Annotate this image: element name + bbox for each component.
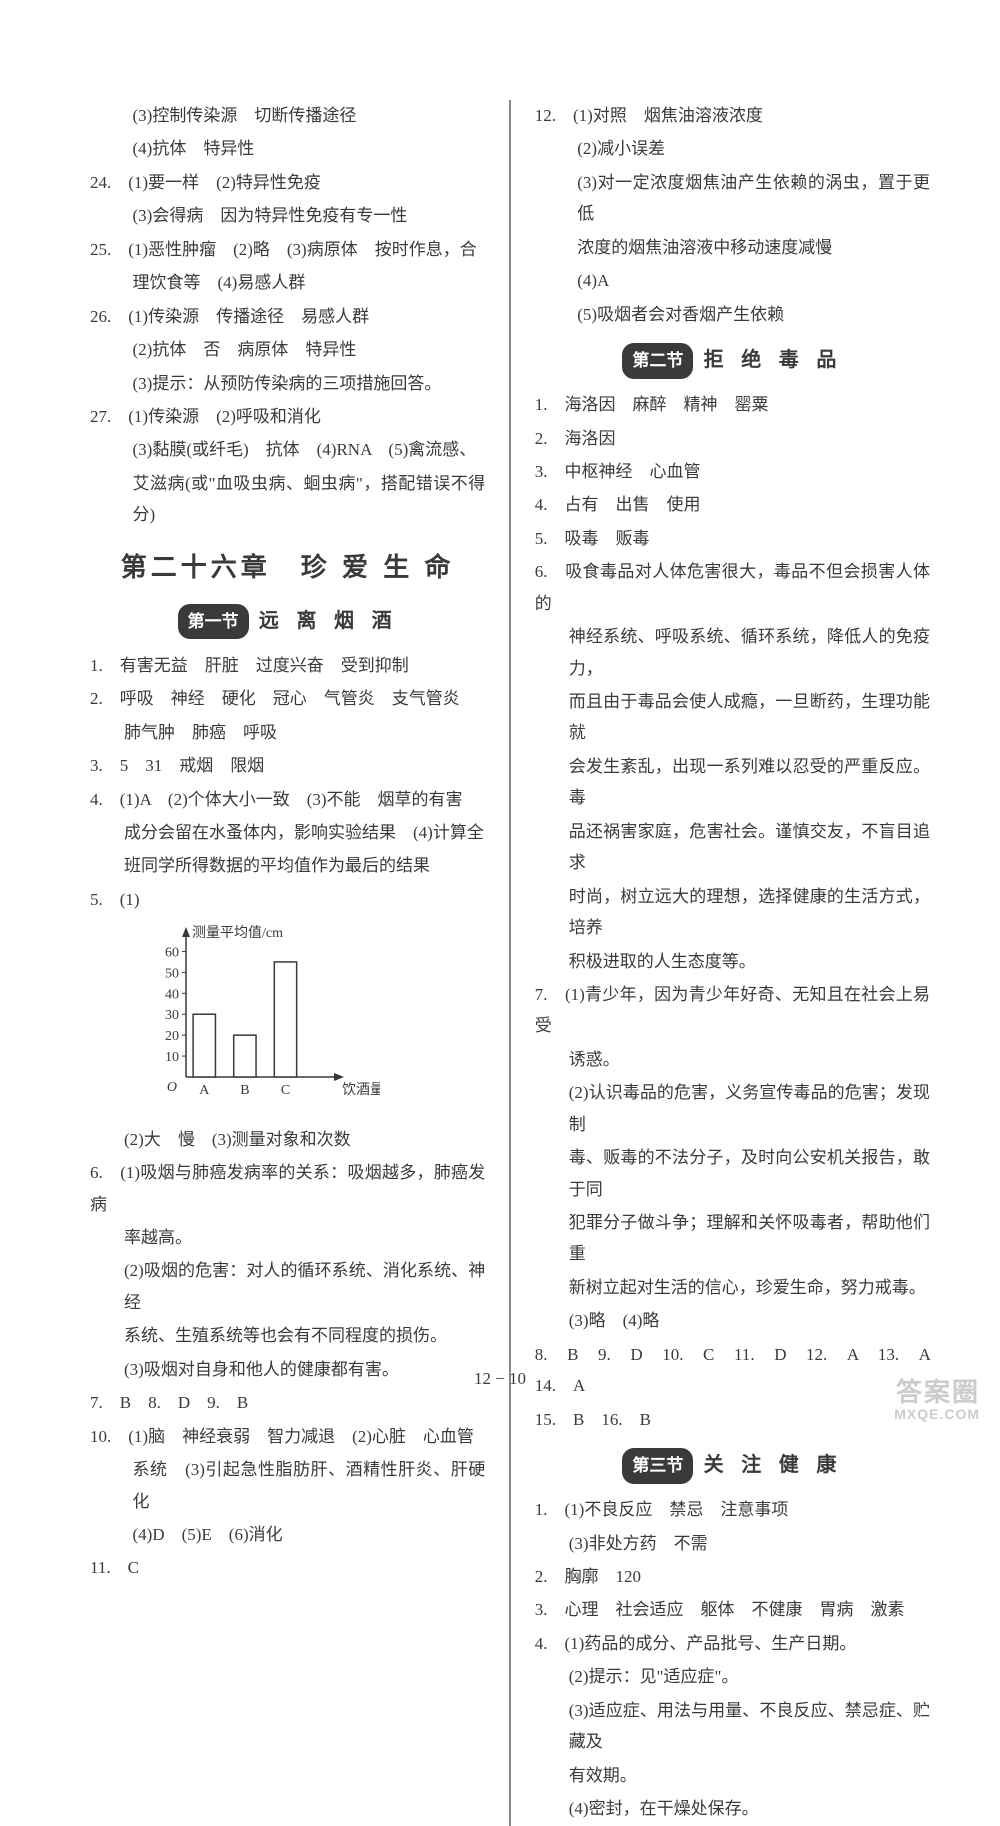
right-column: 12. (1)对照 烟焦油溶液浓度(2)减小误差(3)对一定浓度烟焦油产生依赖的… [535, 100, 930, 1826]
text-line: 6. (1)吸烟与肺癌发病率的关系：吸烟越多，肺癌发病 [90, 1157, 485, 1220]
svg-text:测量平均值/cm: 测量平均值/cm [192, 925, 283, 941]
text-line: (3)会得病 因为特异性免疫有专一性 [90, 200, 485, 231]
text-line: 系统、生殖系统等也会有不同程度的损伤。 [90, 1320, 485, 1351]
text-line: 12. (1)对照 烟焦油溶液浓度 [535, 100, 930, 131]
watermark-sub: MXQE.COM [894, 1407, 980, 1422]
text-line: 4. (1)药品的成分、产品批号、生产日期。 [535, 1628, 930, 1659]
text-line: (3)适应症、用法与用量、不良反应、禁忌症、贮藏及 [535, 1695, 930, 1758]
text-line: 犯罪分子做斗争；理解和关怀吸毒者，帮助他们重 [535, 1207, 930, 1270]
text-line: 成分会留在水蚤体内，影响实验结果 (4)计算全 [90, 817, 485, 848]
chapter-title: 第二十六章 珍 爱 生 命 [90, 543, 485, 591]
section-label: 拒 绝 毒 品 [704, 349, 843, 371]
text-line: (4)抗体 特异性 [90, 133, 485, 164]
text-line: 班同学所得数据的平均值作为最后的结果 [90, 850, 485, 881]
text-line: 积极进取的人生态度等。 [535, 946, 930, 977]
text-line: (4)A [535, 265, 930, 296]
text-line: 4. 占有 出售 使用 [535, 489, 930, 520]
section-2-header: 第二节 拒 绝 毒 品 [535, 342, 930, 379]
text-line: 2. 胸廓 120 [535, 1561, 930, 1592]
svg-text:B: B [240, 1083, 249, 1098]
text-line: (2)大 慢 (3)测量对象和次数 [90, 1124, 485, 1155]
section-label: 关 注 健 康 [704, 1454, 843, 1476]
text-line: 24. (1)要一样 (2)特异性免疫 [90, 167, 485, 198]
text-line: 品还祸害家庭，危害社会。谨慎交友，不盲目追求 [535, 816, 930, 879]
text-line: 2. 海洛因 [535, 423, 930, 454]
section-badge: 第二节 [622, 343, 693, 378]
text-line: (2)吸烟的危害：对人的循环系统、消化系统、神经 [90, 1255, 485, 1318]
section-label: 远 离 烟 酒 [259, 610, 398, 632]
svg-text:30: 30 [165, 1009, 179, 1024]
text-line: 会发生紊乱，出现一系列难以忍受的严重反应。毒 [535, 751, 930, 814]
text-line: (3)非处方药 不需 [535, 1528, 930, 1559]
svg-text:10: 10 [165, 1050, 179, 1065]
svg-text:60: 60 [165, 946, 179, 961]
text-line: 毒、贩毒的不法分子，及时向公安机关报告，敢于同 [535, 1142, 930, 1205]
text-line: (5)吸烟者会对香烟产生依赖 [535, 299, 930, 330]
text-line: 5. 吸毒 贩毒 [535, 523, 930, 554]
text-line: (2)认识毒品的危害，义务宣传毒品的危害；发现制 [535, 1077, 930, 1140]
section-1-header: 第一节 远 离 烟 酒 [90, 603, 485, 640]
text-line: 4. (1)A (2)个体大小一致 (3)不能 烟草的有害 [90, 784, 485, 815]
text-line: (3)提示：从预防传染病的三项措施回答。 [90, 368, 485, 399]
text-line: 25. (1)恶性肿瘤 (2)略 (3)病原体 按时作息，合 [90, 234, 485, 265]
text-line: 有效期。 [535, 1760, 930, 1791]
text-line: (2)减小误差 [535, 133, 930, 164]
text-line: 7. (1)青少年，因为青少年好奇、无知且在社会上易受 [535, 979, 930, 1042]
text-line: 6. 吸食毒品对人体危害很大，毒品不但会损害人体的 [535, 556, 930, 619]
text-line: 艾滋病(或"血吸虫病、蛔虫病"，搭配错误不得分) [90, 468, 485, 531]
text-line: 26. (1)传染源 传播途径 易感人群 [90, 301, 485, 332]
text-line: 1. 海洛因 麻醉 精神 罂粟 [535, 389, 930, 420]
text-line: 2. 呼吸 神经 硬化 冠心 气管炎 支气管炎 [90, 683, 485, 714]
section-3-header: 第三节 关 注 健 康 [535, 1447, 930, 1484]
text-line: 率越高。 [90, 1222, 485, 1253]
watermark: 答案圈 MXQE.COM [894, 1378, 980, 1422]
text-line: (3)对一定浓度烟焦油产生依赖的涡虫，置于更低 [535, 167, 930, 230]
text-line: (2)抗体 否 病原体 特异性 [90, 334, 485, 365]
text-line: (2)提示：见"适应症"。 [535, 1661, 930, 1692]
svg-text:20: 20 [165, 1029, 179, 1044]
section-badge: 第一节 [178, 604, 249, 639]
text-line: 3. 心理 社会适应 躯体 不健康 胃病 激素 [535, 1594, 930, 1625]
text-line: 1. 有害无益 肝脏 过度兴奋 受到抑制 [90, 650, 485, 681]
two-column-layout: (3)控制传染源 切断传播途径(4)抗体 特异性24. (1)要一样 (2)特异… [90, 100, 930, 1826]
page-number: 12 − 10 [0, 1363, 1000, 1394]
text-line: (3)控制传染源 切断传播途径 [90, 100, 485, 131]
text-line: (4)D (5)E (6)消化 [90, 1519, 485, 1550]
text-line: 而且由于毒品会使人成瘾，一旦断药，生理功能就 [535, 686, 930, 749]
text-line: (3)黏膜(或纤毛) 抗体 (4)RNA (5)禽流感、 [90, 434, 485, 465]
text-line: 1. (1)不良反应 禁忌 注意事项 [535, 1494, 930, 1525]
text-line: 神经系统、呼吸系统、循环系统，降低人的免疫力， [535, 621, 930, 684]
section-badge: 第三节 [622, 1448, 693, 1483]
svg-text:50: 50 [165, 967, 179, 982]
svg-text:C: C [281, 1083, 290, 1098]
text-line: 肺气肿 肺癌 呼吸 [90, 717, 485, 748]
watermark-main: 答案圈 [894, 1378, 980, 1407]
svg-text:40: 40 [165, 988, 179, 1003]
text-line: 3. 5 31 戒烟 限烟 [90, 750, 485, 781]
text-line: 15. B 16. B [535, 1404, 930, 1435]
text-line: 27. (1)传染源 (2)呼吸和消化 [90, 401, 485, 432]
svg-text:O: O [167, 1080, 177, 1095]
text-line: 诱惑。 [535, 1044, 930, 1075]
text-line: 新树立起对生活的信心，珍爱生命，努力戒毒。 [535, 1272, 930, 1303]
text-line: 10. (1)脑 神经衰弱 智力减退 (2)心脏 心血管 [90, 1421, 485, 1452]
svg-text:A: A [199, 1083, 210, 1098]
text-line: (4)密封，在干燥处保存。 [535, 1793, 930, 1824]
text-line: 3. 中枢神经 心血管 [535, 456, 930, 487]
text-line: 11. C [90, 1552, 485, 1583]
text-line: 系统 (3)引起急性脂肪肝、酒精性肝炎、肝硬化 [90, 1454, 485, 1517]
text-line: 理饮食等 (4)易感人群 [90, 267, 485, 298]
bar-chart: 10 20 30 40 50 60 O A B C 测量平均值/cm 饮酒量 [150, 923, 485, 1113]
text-line: 浓度的烟焦油溶液中移动速度减慢 [535, 232, 930, 263]
column-divider [509, 100, 511, 1826]
text-line: (3)略 (4)略 [535, 1305, 930, 1336]
text-line: 时尚，树立远大的理想，选择健康的生活方式，培养 [535, 881, 930, 944]
left-column: (3)控制传染源 切断传播途径(4)抗体 特异性24. (1)要一样 (2)特异… [90, 100, 485, 1826]
svg-text:饮酒量: 饮酒量 [342, 1082, 380, 1098]
text-line: 5. (1) [90, 884, 485, 915]
